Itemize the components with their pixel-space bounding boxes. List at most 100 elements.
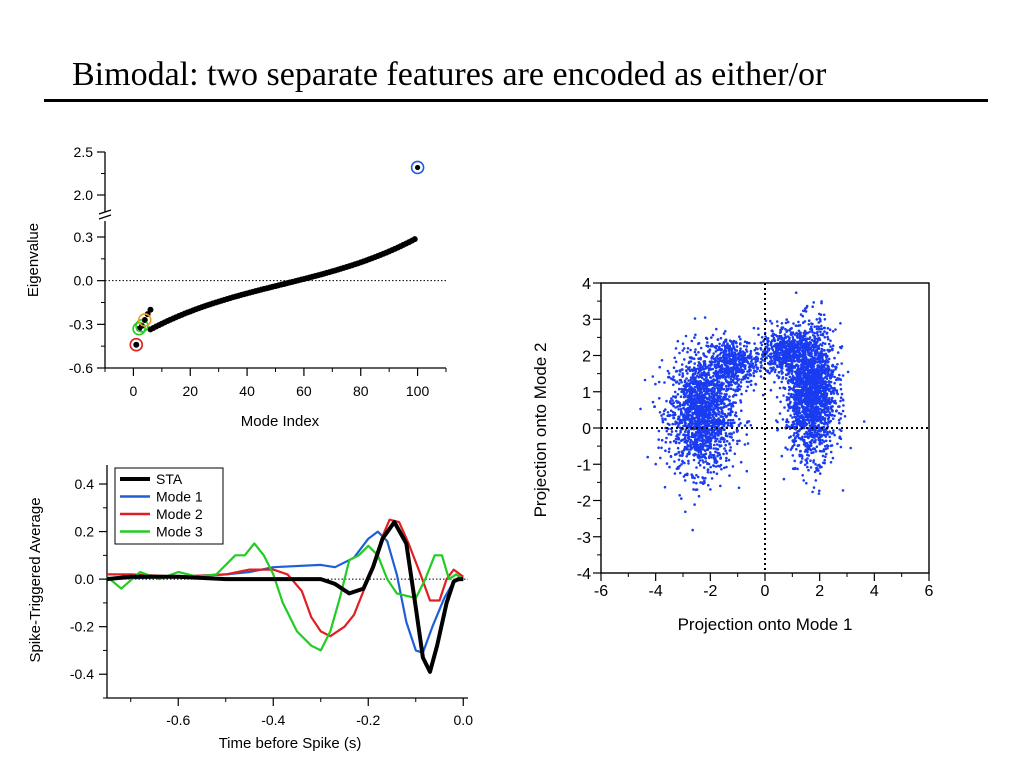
- y-axis-label: Spike-Triggered Average: [27, 497, 44, 662]
- scatter-point: [811, 399, 814, 403]
- scatter-point: [682, 347, 686, 350]
- scatter-point: [733, 348, 737, 352]
- scatter-point: [709, 451, 712, 454]
- scatter-point: [805, 380, 808, 384]
- scatter-point: [691, 442, 695, 446]
- scatter-point: [822, 377, 825, 381]
- scatter-point: [693, 389, 697, 393]
- scatter-point: [740, 378, 743, 381]
- scatter-point: [814, 406, 817, 409]
- scatter-point: [725, 439, 729, 443]
- scatter-point: [768, 371, 771, 375]
- scatter-point: [765, 350, 769, 354]
- scatter-point: [812, 459, 816, 462]
- scatter-point: [801, 338, 805, 341]
- scatter-point: [777, 355, 781, 359]
- scatter-point: [696, 475, 700, 479]
- scatter-point: [817, 492, 821, 495]
- scatter-point: [806, 372, 809, 376]
- scatter-point: [829, 345, 832, 348]
- scatter-point: [770, 352, 773, 356]
- scatter-point: [822, 461, 825, 465]
- scatter-point: [680, 387, 683, 391]
- scatter-point: [685, 439, 688, 443]
- scatter-point: [686, 384, 689, 388]
- scatter-point: [736, 368, 740, 372]
- scatter-point: [779, 348, 782, 351]
- scatter-point: [693, 426, 696, 429]
- scatter-point: [687, 450, 691, 454]
- scatter-point: [717, 346, 721, 349]
- scatter-point: [733, 381, 736, 384]
- scatter-point: [780, 336, 783, 340]
- scatter-point: [815, 349, 818, 353]
- scatter-point: [793, 401, 796, 405]
- scatter-point: [697, 351, 700, 354]
- scatter-point: [804, 309, 807, 313]
- scatter-point: [706, 366, 709, 369]
- scatter-point: [736, 429, 739, 432]
- scatter-point: [829, 392, 833, 396]
- scatter-point: [806, 341, 809, 345]
- scatter-point: [786, 348, 790, 352]
- scatter-point: [796, 350, 800, 353]
- scatter-point: [796, 444, 800, 447]
- scatter-point: [728, 362, 732, 366]
- scatter-point: [798, 394, 802, 398]
- scatter-point: [827, 380, 831, 383]
- scatter-point: [790, 369, 793, 373]
- scatter-point: [804, 392, 807, 396]
- scatter-point: [823, 342, 827, 346]
- scatter-point: [708, 424, 711, 428]
- scatter-point: [671, 378, 675, 381]
- scatter-point: [819, 350, 823, 353]
- scatter-point: [725, 465, 728, 469]
- scatter-point: [802, 417, 805, 420]
- scatter-point: [684, 510, 687, 514]
- scatter-point: [814, 415, 818, 419]
- scatter-point: [831, 344, 835, 348]
- scatter-point: [725, 393, 728, 396]
- scatter-point: [739, 350, 743, 354]
- scatter-point: [708, 429, 712, 432]
- scatter-point: [832, 392, 836, 395]
- scatter-point: [665, 436, 668, 440]
- scatter-point: [724, 371, 728, 375]
- scatter-point: [674, 406, 677, 409]
- scatter-point: [821, 439, 824, 442]
- scatter-point: [726, 353, 730, 356]
- scatter-point: [669, 440, 672, 444]
- scatter-point: [680, 363, 684, 366]
- scatter-point: [704, 433, 707, 437]
- scatter-point: [667, 375, 671, 379]
- scatter-point: [734, 356, 738, 360]
- scatter-point: [693, 503, 696, 506]
- scatter-point: [770, 340, 773, 344]
- scatter-point: [677, 382, 681, 385]
- scatter-point: [785, 398, 789, 402]
- scatter-point: [826, 327, 830, 330]
- scatter-point: [672, 416, 675, 420]
- scatter-point: [834, 328, 837, 331]
- scatter-point: [824, 391, 827, 395]
- scatter-point: [802, 348, 805, 352]
- scatter-point: [791, 445, 795, 448]
- scatter-point: [796, 414, 799, 418]
- scatter-point: [823, 410, 827, 414]
- scatter-point: [727, 458, 731, 462]
- scatter-point: [811, 381, 814, 385]
- scatter-point: [681, 459, 684, 463]
- scatter-point: [727, 373, 731, 377]
- scatter-point: [825, 367, 829, 371]
- scatter-point: [729, 377, 733, 381]
- scatter-point: [816, 334, 820, 337]
- scatter-point: [821, 417, 824, 421]
- scatter-point: [849, 446, 852, 450]
- scatter-point: [823, 349, 826, 352]
- scatter-point: [733, 452, 737, 456]
- scatter-point: [841, 398, 845, 402]
- scatter-point: [701, 459, 704, 462]
- scatter-point: [691, 380, 694, 383]
- scatter-point: [712, 374, 715, 378]
- scatter-point: [705, 420, 709, 423]
